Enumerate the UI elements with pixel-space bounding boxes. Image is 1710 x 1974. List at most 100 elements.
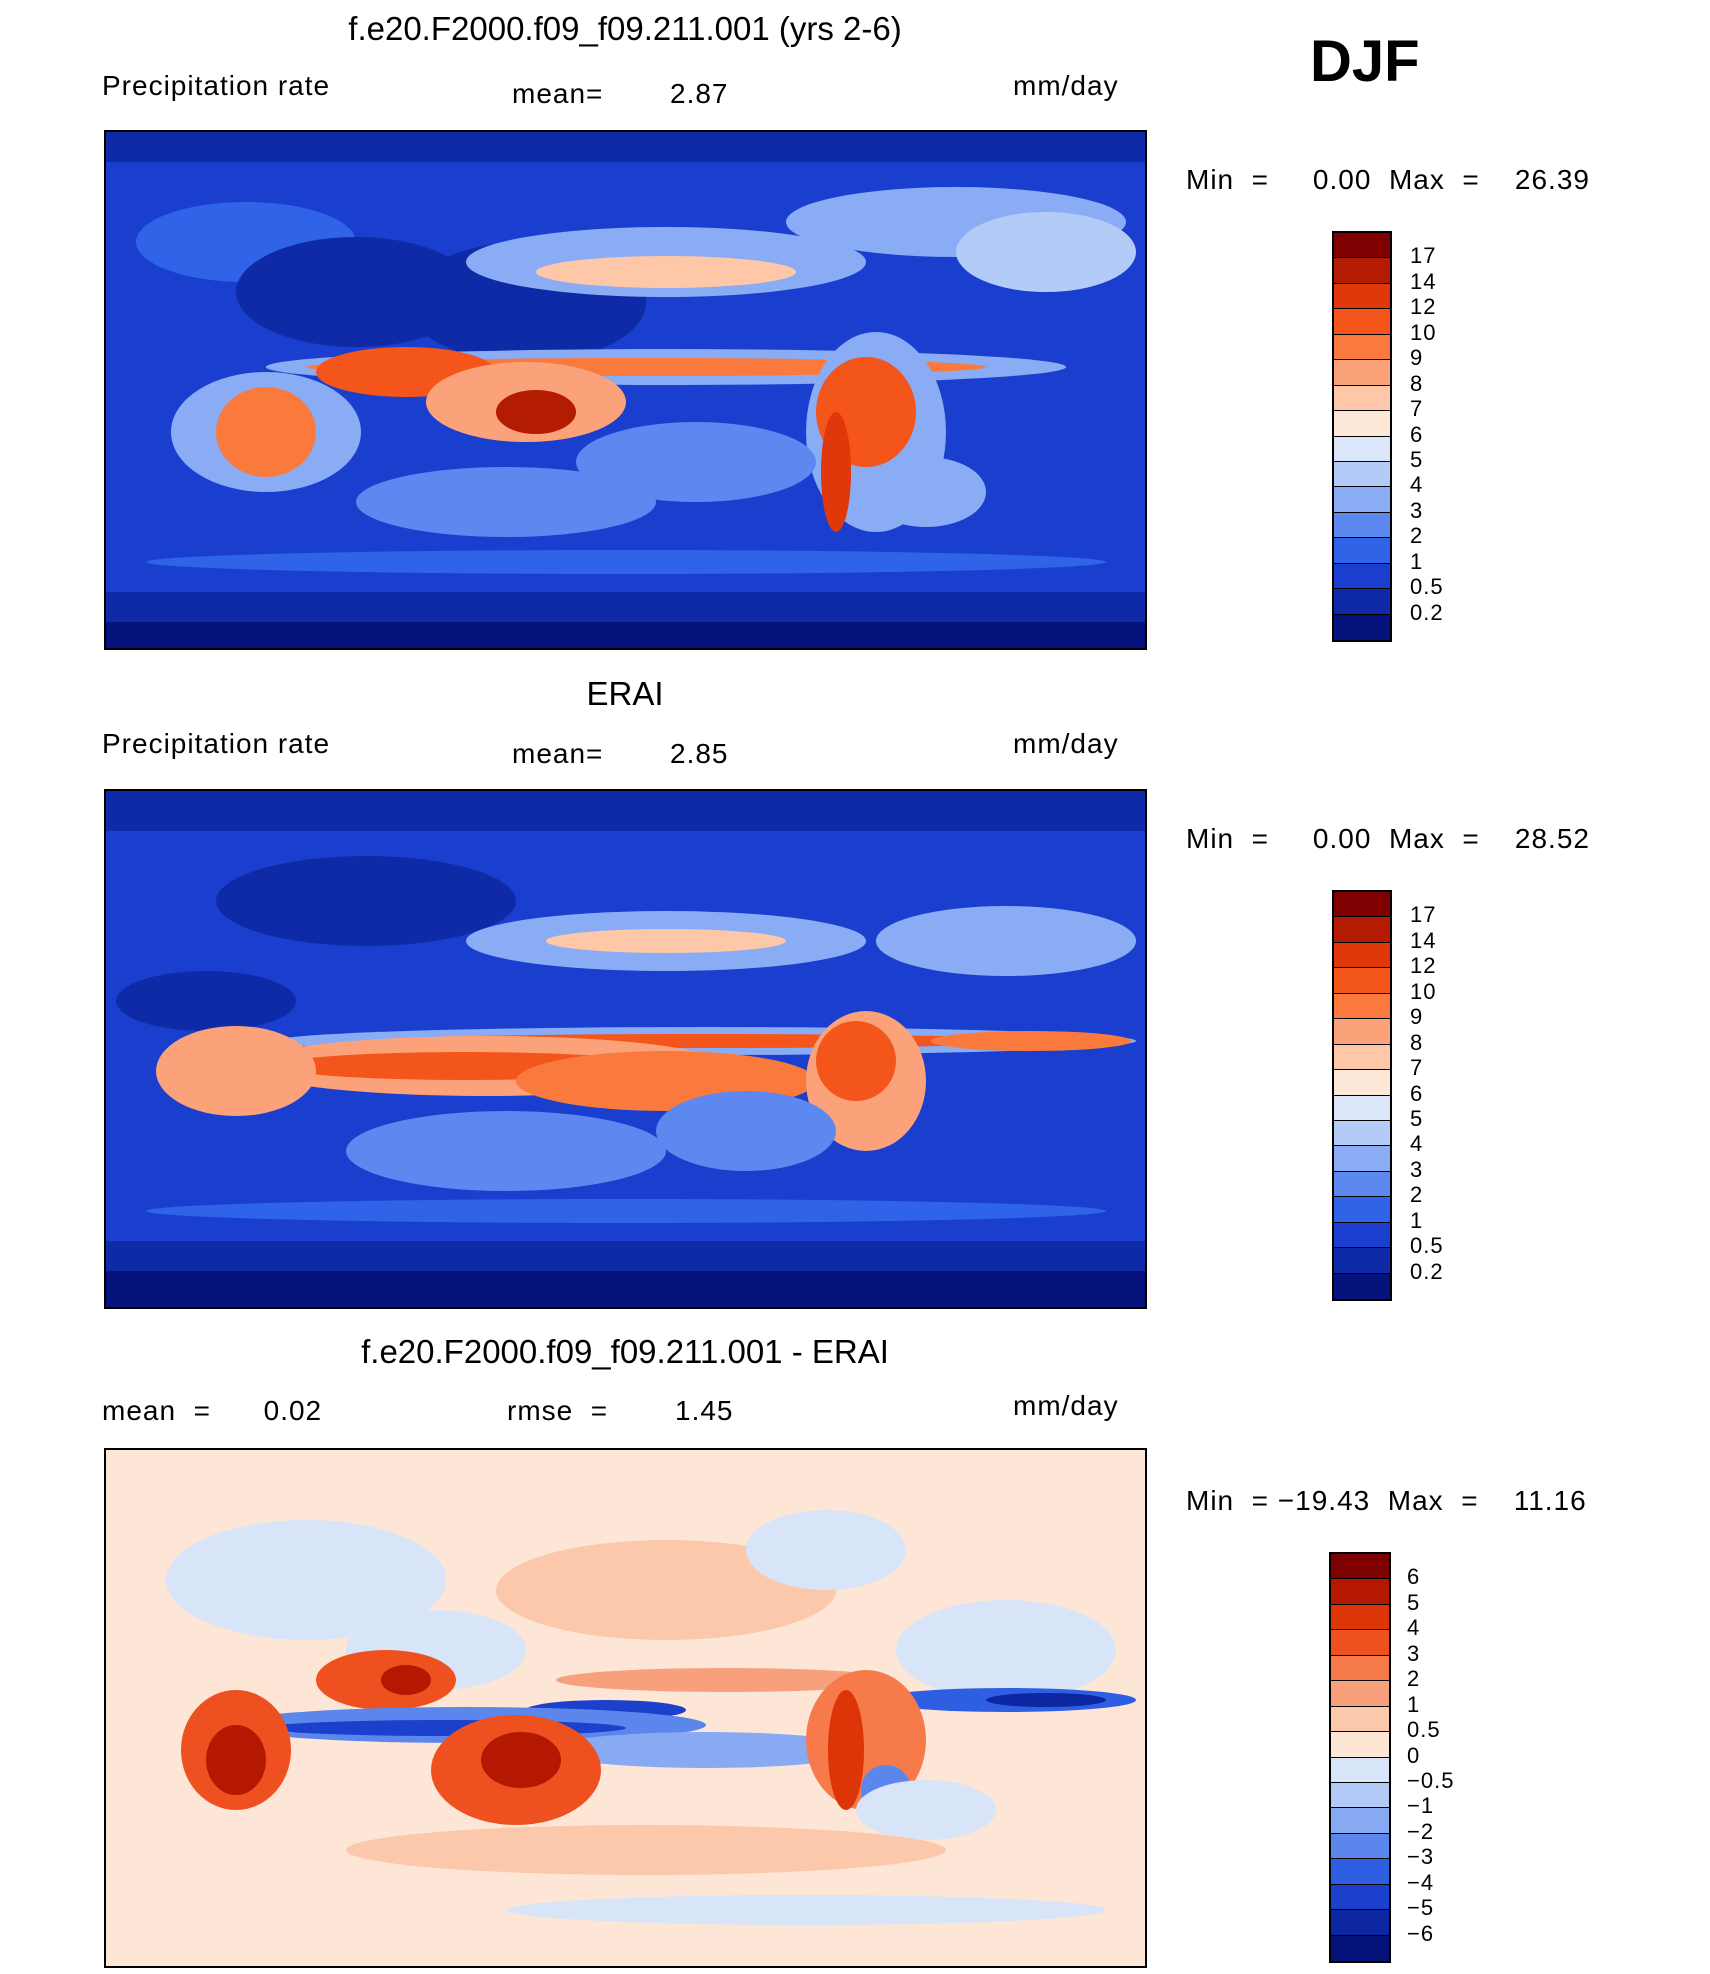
colorbar-cell xyxy=(1331,1706,1389,1733)
colorbar-label: 3 xyxy=(1410,497,1424,523)
colorbar-label: 17 xyxy=(1410,902,1437,928)
colorbar-label: 6 xyxy=(1407,1564,1421,1590)
colorbar-label: 12 xyxy=(1410,953,1437,979)
panel3-rmse-value: 1.45 xyxy=(675,1395,734,1426)
panel1-colorbar xyxy=(1332,231,1392,642)
panel1-title: f.e20.F2000.f09_f09.211.001 (yrs 2-6) xyxy=(348,10,902,47)
colorbar-cell xyxy=(1334,614,1390,640)
panel3-rmse-label: rmse = xyxy=(507,1395,609,1426)
colorbar-label: 1 xyxy=(1410,548,1424,574)
colorbar-cell xyxy=(1334,892,1390,918)
colorbar-cell xyxy=(1331,1935,1389,1961)
colorbar-label: 4 xyxy=(1410,472,1424,498)
colorbar-cell xyxy=(1331,1808,1389,1834)
colorbar-cell xyxy=(1334,360,1390,386)
colorbar-label: 4 xyxy=(1410,1131,1424,1157)
colorbar-label: −5 xyxy=(1407,1895,1435,1921)
colorbar-cell xyxy=(1334,258,1390,284)
panel2-colorbar-labels: 17 14 12 10 9 8 7 6 5 4 3 2 1 0.5 0.2 xyxy=(1410,890,1490,1301)
colorbar-cell xyxy=(1334,1120,1390,1147)
colorbar-label: 5 xyxy=(1407,1589,1421,1615)
panel1-min-max: Min = 0.00 Max = 26.39 xyxy=(1186,164,1590,195)
panel3-colorbar xyxy=(1329,1552,1391,1963)
colorbar-label: 6 xyxy=(1410,1080,1424,1106)
panel1-colorbar-labels: 17 14 12 10 9 8 7 6 5 4 3 2 1 0.5 0.2 xyxy=(1410,231,1490,642)
colorbar-cell xyxy=(1334,487,1390,513)
colorbar-label: 3 xyxy=(1407,1640,1421,1666)
colorbar-cell xyxy=(1334,512,1390,539)
colorbar-cell xyxy=(1334,436,1390,462)
colorbar-label: 4 xyxy=(1407,1615,1421,1641)
colorbar-label: 6 xyxy=(1410,421,1424,447)
panel3-mean-label: mean = 0.02 xyxy=(102,1395,323,1426)
colorbar-label: 12 xyxy=(1410,294,1437,320)
colorbar-cell xyxy=(1334,538,1390,564)
colorbar-label: −1 xyxy=(1407,1793,1435,1819)
colorbar-label: 2 xyxy=(1410,523,1424,549)
panel2-mean-label: mean= xyxy=(512,738,604,769)
colorbar-cell xyxy=(1334,1044,1390,1071)
colorbar-label: 2 xyxy=(1407,1666,1421,1692)
panel2-min-max: Min = 0.00 Max = 28.52 xyxy=(1186,823,1590,854)
colorbar-cell xyxy=(1334,1171,1390,1198)
colorbar-label: 7 xyxy=(1410,1055,1424,1081)
colorbar-cell xyxy=(1334,1273,1390,1299)
colorbar-cell xyxy=(1334,589,1390,615)
colorbar-cell xyxy=(1334,917,1390,943)
panel3-min-max: Min = −19.43 Max = 11.16 xyxy=(1186,1485,1587,1516)
colorbar-cell xyxy=(1334,993,1390,1020)
colorbar-label: 14 xyxy=(1410,927,1437,953)
colorbar-cell xyxy=(1331,1630,1389,1656)
colorbar-label: 9 xyxy=(1410,1004,1424,1030)
panel2-variable-label: Precipitation rate xyxy=(102,728,331,759)
panel2-mean-value: 2.85 xyxy=(670,738,729,769)
colorbar-label: 0.5 xyxy=(1410,574,1444,600)
colorbar-cell xyxy=(1334,942,1390,969)
colorbar-label: −3 xyxy=(1407,1844,1435,1870)
colorbar-cell xyxy=(1334,1197,1390,1223)
panel2-title: ERAI xyxy=(586,675,664,712)
panel2-map xyxy=(104,789,1147,1309)
colorbar-label: 9 xyxy=(1410,345,1424,371)
colorbar-cell xyxy=(1334,309,1390,335)
panel1-map xyxy=(104,130,1147,650)
colorbar-cell xyxy=(1334,411,1390,437)
colorbar-label: 1 xyxy=(1407,1691,1421,1717)
colorbar-cell xyxy=(1334,1019,1390,1045)
colorbar-cell xyxy=(1331,1757,1389,1783)
colorbar-label: 7 xyxy=(1410,396,1424,422)
colorbar-cell xyxy=(1331,1655,1389,1682)
panel1-units: mm/day xyxy=(1013,70,1119,101)
colorbar-label: 8 xyxy=(1410,370,1424,396)
colorbar-label: 0.5 xyxy=(1407,1717,1441,1743)
panel2-colorbar xyxy=(1332,890,1392,1301)
colorbar-cell xyxy=(1331,1782,1389,1809)
colorbar-cell xyxy=(1334,385,1390,412)
colorbar-label: −0.5 xyxy=(1407,1767,1455,1793)
colorbar-cell xyxy=(1331,1579,1389,1605)
colorbar-label: 8 xyxy=(1410,1029,1424,1055)
colorbar-label: 0 xyxy=(1407,1742,1421,1768)
colorbar-label: 0.2 xyxy=(1410,599,1444,625)
colorbar-cell xyxy=(1331,1884,1389,1911)
colorbar-label: 1 xyxy=(1410,1207,1424,1233)
colorbar-cell xyxy=(1334,1146,1390,1172)
colorbar-label: 17 xyxy=(1410,243,1437,269)
colorbar-cell xyxy=(1334,1248,1390,1274)
colorbar-cell xyxy=(1331,1554,1389,1580)
colorbar-cell xyxy=(1331,1681,1389,1707)
panel2-units: mm/day xyxy=(1013,728,1119,759)
panel3-colorbar-cells xyxy=(1331,1554,1389,1961)
colorbar-label: 10 xyxy=(1410,319,1437,345)
colorbar-label: 0.5 xyxy=(1410,1233,1444,1259)
colorbar-label: −4 xyxy=(1407,1869,1435,1895)
colorbar-cell xyxy=(1334,233,1390,259)
colorbar-label: 0.2 xyxy=(1410,1258,1444,1284)
panel3-title: f.e20.F2000.f09_f09.211.001 - ERAI xyxy=(361,1333,889,1370)
colorbar-cell xyxy=(1334,334,1390,361)
colorbar-cell xyxy=(1334,283,1390,310)
colorbar-label: 2 xyxy=(1410,1182,1424,1208)
colorbar-label: 5 xyxy=(1410,1105,1424,1131)
colorbar-cell xyxy=(1334,1070,1390,1096)
colorbar-label: 5 xyxy=(1410,446,1424,472)
